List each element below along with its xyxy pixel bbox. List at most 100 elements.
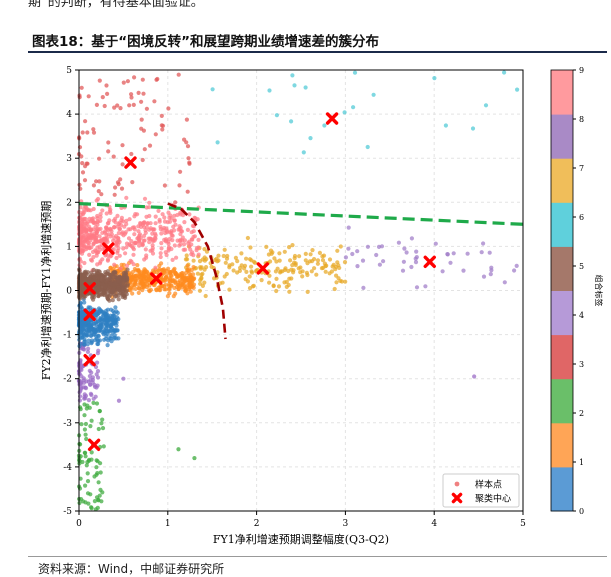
sample-point-cluster-9 — [129, 239, 134, 244]
sample-point-cluster-3 — [83, 164, 88, 169]
preceding-body-text: 期”的判断，有待基本面验证。 — [28, 0, 204, 10]
colorbar-tick-label: 9 — [579, 66, 584, 75]
sample-point-cluster-0 — [97, 338, 103, 343]
sample-point-cluster-9 — [100, 208, 105, 213]
sample-point-cluster-7 — [248, 245, 253, 250]
sample-point-cluster-0 — [103, 312, 108, 317]
sample-point-outlier — [192, 455, 197, 461]
sample-point-cluster-7 — [282, 267, 287, 273]
legend-x-icon — [451, 492, 463, 504]
sample-point-cluster-3 — [139, 99, 144, 104]
sample-point-cluster-9 — [169, 216, 174, 221]
sample-point-cluster-9 — [196, 237, 201, 242]
sample-point-cluster-2 — [82, 427, 87, 432]
sample-point-cluster-3 — [185, 189, 190, 194]
sample-point-cluster-4 — [79, 367, 84, 372]
sample-point-cluster-0 — [112, 335, 117, 340]
sample-point-cluster-0 — [105, 343, 110, 348]
legend-dot-icon — [454, 481, 460, 487]
sample-point-cluster-9 — [104, 226, 110, 231]
legend-box — [442, 473, 520, 508]
sample-point-cluster-2 — [88, 424, 93, 429]
sample-point-cluster-3 — [159, 123, 164, 128]
cluster-centers — [83, 112, 436, 452]
sample-point-cluster-1 — [185, 291, 190, 296]
x-tick-label: 5 — [520, 519, 526, 529]
sample-point-cluster-2 — [100, 417, 105, 422]
sample-point-cluster-0 — [108, 307, 114, 312]
sample-point-cluster-8 — [479, 250, 484, 255]
sample-point-cluster-5 — [103, 284, 108, 289]
sample-point-cluster-9 — [119, 215, 124, 220]
sample-point-cluster-6 — [289, 119, 294, 124]
sample-point-cluster-7 — [274, 288, 279, 294]
sample-point-cluster-8 — [350, 251, 355, 257]
sample-point-cluster-1 — [160, 284, 165, 289]
sample-point-cluster-7 — [312, 257, 317, 262]
sample-point-cluster-0 — [92, 321, 97, 326]
sample-point-cluster-2 — [89, 450, 94, 455]
sample-point-cluster-1 — [130, 291, 135, 296]
sample-point-cluster-3 — [186, 156, 191, 161]
sample-point-cluster-5 — [108, 281, 113, 286]
cluster-center-marker — [83, 282, 96, 295]
sample-point-cluster-0 — [116, 317, 121, 322]
sample-point-cluster-5 — [77, 282, 82, 287]
sample-point-cluster-7 — [334, 273, 339, 278]
cluster-center-marker — [423, 255, 436, 269]
sample-point-cluster-7 — [290, 243, 295, 248]
sample-point-cluster-1 — [135, 263, 140, 268]
sample-point-cluster-3 — [141, 91, 146, 96]
sample-point-cluster-1 — [172, 285, 177, 290]
sample-point-cluster-5 — [124, 292, 129, 297]
sample-point-cluster-9 — [132, 225, 137, 230]
sample-point-cluster-2 — [96, 426, 101, 432]
sample-point-cluster-8 — [409, 236, 414, 241]
sample-point-cluster-9 — [89, 216, 94, 222]
sample-point-cluster-9 — [177, 238, 183, 243]
sample-point-cluster-2 — [99, 499, 104, 504]
sample-point-cluster-7 — [235, 259, 240, 264]
sample-point-cluster-4 — [91, 396, 96, 401]
sample-point-cluster-8 — [396, 240, 401, 245]
sample-point-cluster-3 — [83, 119, 88, 124]
sample-point-cluster-6 — [352, 70, 358, 75]
sample-point-cluster-9 — [138, 224, 143, 229]
sample-point-cluster-5 — [122, 281, 127, 286]
sample-point-cluster-7 — [221, 253, 226, 259]
sample-point-cluster-9 — [97, 244, 102, 249]
sample-point-cluster-7 — [342, 260, 348, 265]
sample-point-cluster-8 — [440, 269, 445, 274]
sample-point-cluster-3 — [94, 179, 99, 184]
sample-point-cluster-9 — [100, 257, 105, 262]
sample-point-cluster-0 — [85, 319, 90, 324]
sample-point-cluster-3 — [139, 126, 144, 131]
sample-point-cluster-0 — [83, 331, 88, 336]
sample-point-cluster-9 — [133, 241, 138, 246]
sample-point-cluster-7 — [202, 280, 207, 285]
sample-point-cluster-7 — [264, 244, 269, 249]
source-note: 资料来源：Wind，中邮证券研究所 — [38, 562, 225, 576]
sample-point-cluster-9 — [187, 244, 192, 249]
sample-point-cluster-1 — [108, 265, 113, 270]
sample-point-cluster-3 — [120, 162, 125, 167]
sample-point-cluster-9 — [182, 238, 187, 243]
sample-point-cluster-1 — [181, 279, 187, 284]
sample-point-cluster-4 — [90, 375, 95, 380]
sample-point-cluster-3 — [129, 95, 134, 100]
sample-point-cluster-1 — [187, 282, 192, 288]
sample-point-cluster-1 — [172, 266, 177, 271]
sample-point-cluster-0 — [113, 305, 118, 310]
sample-point-cluster-7 — [216, 253, 221, 258]
sample-point-cluster-1 — [140, 288, 145, 293]
sample-point-cluster-7 — [272, 256, 277, 261]
sample-point-cluster-5 — [100, 282, 105, 287]
sample-point-cluster-7 — [287, 289, 292, 294]
legend-label: 聚类中心 — [475, 493, 511, 505]
sample-point-cluster-5 — [95, 289, 100, 294]
sample-point-cluster-4 — [94, 372, 99, 377]
sample-point-cluster-5 — [85, 270, 91, 275]
cluster-center-marker — [124, 156, 137, 169]
sample-point-cluster-1 — [140, 281, 146, 286]
sample-point-cluster-7 — [195, 271, 200, 276]
